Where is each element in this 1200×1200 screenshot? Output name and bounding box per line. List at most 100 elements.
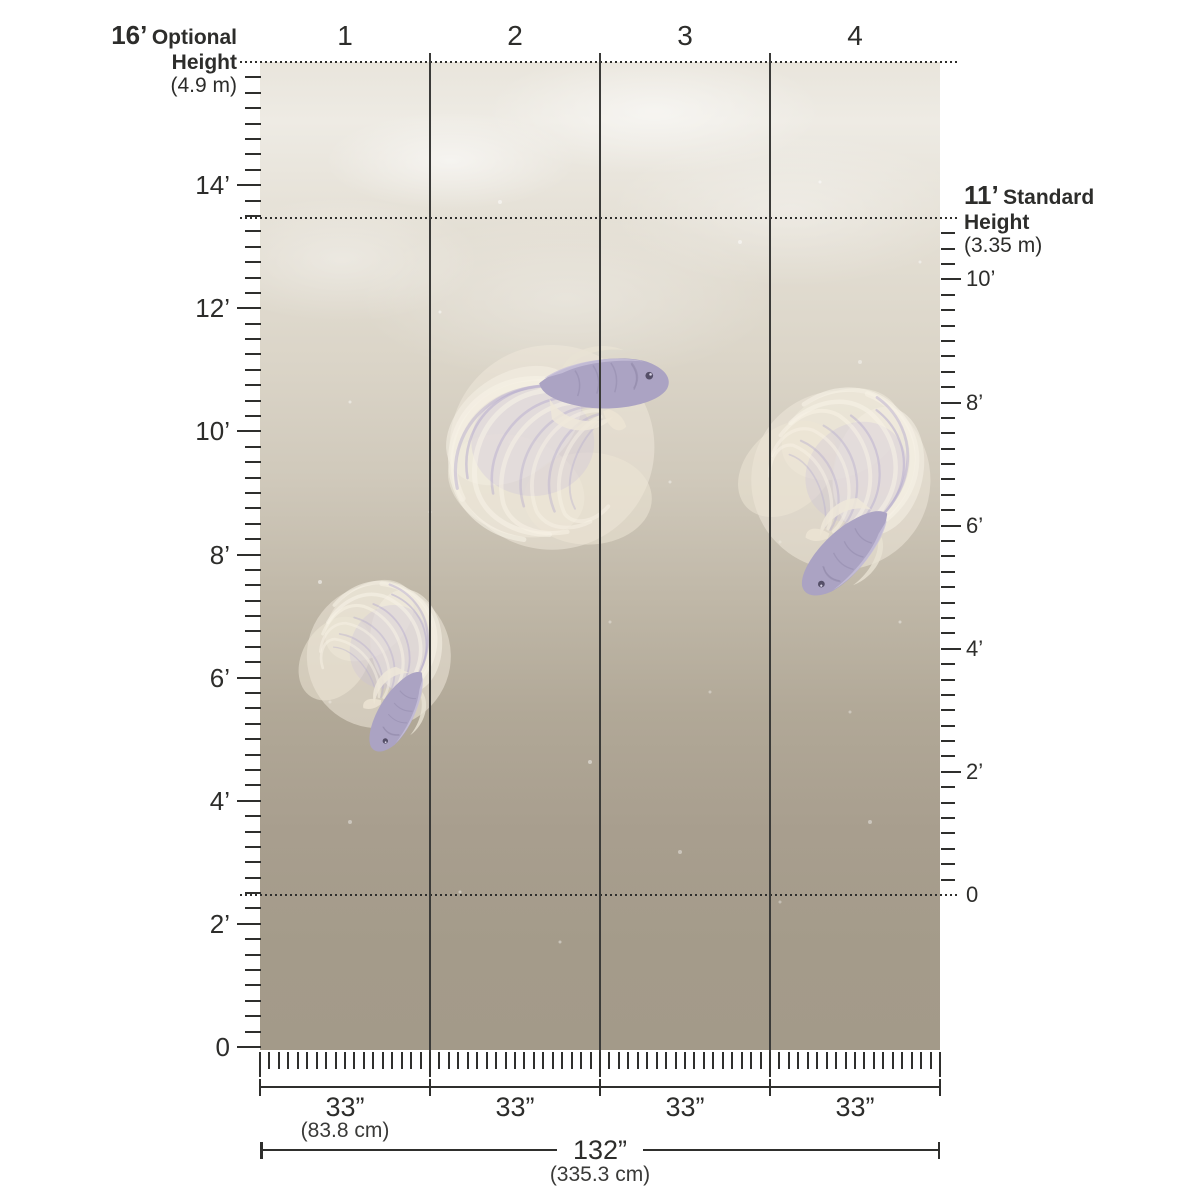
bottom-ruler-tick [929,1052,932,1069]
bubble-speckle [848,710,852,714]
right-ruler-tick [941,524,961,527]
bottom-ruler-tick [636,1052,639,1069]
bubble-speckle [348,820,352,824]
betta-fish-top-center [423,341,668,555]
bubble-speckle [898,620,902,624]
left-ruler-tick [237,184,261,187]
left-ruler-tick [245,384,261,387]
bubble-speckle [918,260,922,264]
left-ruler-tick [245,491,261,494]
left-ruler-tick [245,969,261,972]
left-ruler-tick [237,430,261,433]
right-ruler-tick [941,263,955,265]
bubble-speckle [348,400,352,404]
left-ruler-tick [245,938,261,941]
left-ruler-tick [245,168,261,171]
bottom-ruler-tick [693,1052,696,1069]
bottom-ruler-tick [476,1052,479,1069]
right-ruler-tick [941,463,955,466]
bubble-speckle [498,200,502,204]
bottom-ruler-tick [702,1052,705,1069]
panel-width-value: 33” [495,1092,535,1122]
bubble-speckle [558,940,562,944]
right-ruler-tick [941,247,955,250]
left-ruler-tick [245,768,261,771]
panel-number: 4 [847,20,863,51]
bottom-ruler-tick [542,1052,545,1069]
panel-width-bracket-tick [768,1079,772,1096]
panel-width-bracket-tick [258,1079,262,1096]
bottom-ruler-tick [551,1052,554,1069]
left-ruler-tick [245,261,261,264]
optional-height-word2: Height [171,51,237,74]
left-ruler-label: 14’ [195,170,230,201]
left-ruler-tick [245,322,261,325]
left-ruler-tick [245,353,261,356]
left-ruler-label: 12’ [195,293,230,324]
left-ruler-tick [245,784,261,787]
panel-width-value: 33” [835,1092,875,1122]
bottom-ruler-tick [277,1052,280,1069]
bottom-ruler-tick [910,1052,913,1069]
bottom-ruler-major-tick [938,1052,942,1077]
left-ruler-tick [245,815,261,818]
left-ruler-tick [245,599,261,602]
right-ruler-tick [941,863,955,866]
right-ruler-label: 10’ [966,266,996,292]
bubble-speckle [678,850,682,854]
betta-fish-right [702,334,940,618]
bottom-ruler-tick [759,1052,762,1069]
left-ruler-tick [245,276,261,279]
right-ruler-label: 8’ [966,389,984,415]
left-ruler-tick [245,999,261,1002]
left-ruler-label: 8’ [209,539,230,570]
bottom-ruler-tick [580,1052,583,1069]
bottom-ruler-tick [617,1052,620,1069]
bottom-ruler-tick [891,1052,894,1069]
bottom-ruler-tick [627,1052,630,1069]
bottom-ruler-tick [835,1052,838,1069]
left-ruler-tick [245,245,261,248]
right-ruler-label: 6’ [966,512,984,538]
left-ruler-tick [245,861,261,864]
bubble-speckle [858,360,862,364]
bottom-ruler-tick [287,1052,290,1069]
left-ruler-tick [245,645,261,648]
bottom-ruler-tick [589,1052,592,1069]
bottom-ruler-tick [721,1052,724,1069]
bottom-ruler-tick [731,1052,734,1069]
right-ruler-tick [941,386,955,389]
left-ruler-tick [245,214,261,217]
bubble-speckle [668,480,672,484]
left-ruler-tick [245,153,261,156]
left-ruler-tick [245,953,261,956]
bubble-speckle [738,240,742,244]
panel-number: 3 [677,20,693,51]
bottom-ruler-major-tick [768,1052,772,1077]
left-ruler-label: 10’ [195,416,230,447]
bottom-ruler-tick [872,1052,875,1069]
bubble-speckle [608,620,612,624]
left-ruler-tick [237,307,261,310]
left-ruler-tick [245,830,261,833]
bottom-ruler-tick [787,1052,790,1069]
standard-height-metric: (3.35 m) [964,234,1043,257]
left-ruler-tick [245,461,261,464]
bottom-ruler-tick [466,1052,469,1069]
bottom-ruler-tick [419,1052,422,1069]
bottom-ruler-tick [353,1052,356,1069]
bottom-ruler-tick [901,1052,904,1069]
right-ruler-tick [941,601,955,604]
right-ruler-tick [941,678,955,681]
panel-number: 1 [337,20,353,51]
bottom-ruler-tick [570,1052,573,1069]
bottom-ruler-tick [344,1052,346,1069]
bottom-ruler-tick [778,1052,781,1069]
bottom-ruler-tick [381,1052,384,1069]
bottom-ruler-tick [750,1052,753,1069]
left-ruler-tick [245,522,261,525]
bottom-ruler-tick [306,1052,309,1069]
bottom-ruler-tick [447,1052,450,1069]
standard-height-word1: Standard [1003,186,1095,209]
bottom-ruler-tick [797,1052,800,1069]
